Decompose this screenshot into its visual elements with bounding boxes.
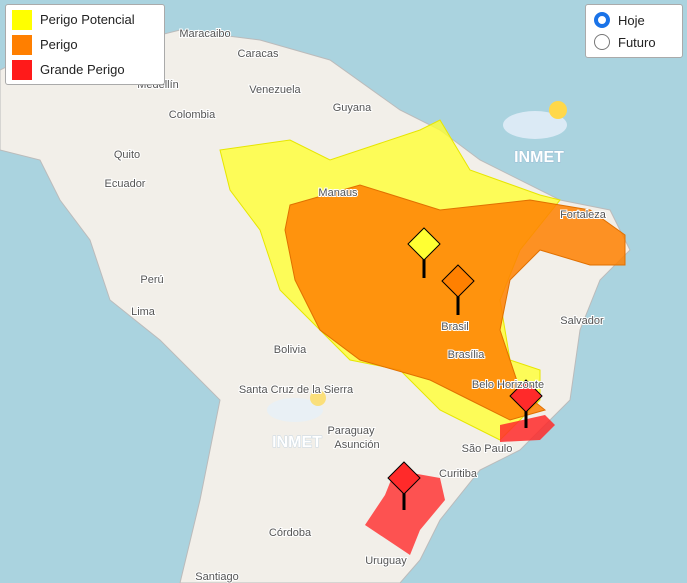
place-label: Santa Cruz de la Sierra [239, 384, 354, 396]
warning-icon [509, 379, 543, 428]
warning-danger [284, 184, 626, 421]
warning-icon [441, 264, 475, 315]
radio-label: Hoje [618, 12, 645, 28]
place-label: Colombia [169, 109, 216, 121]
place-label: Caracas [238, 48, 279, 60]
place-label: Salvador [560, 315, 604, 327]
place-label: Guyana [333, 102, 372, 114]
legend-item: Grande Perigo [6, 57, 164, 82]
legend: Perigo Potencial Perigo Grande Perigo [5, 4, 165, 85]
radio-option[interactable]: Futuro [586, 31, 682, 53]
radio-option[interactable]: Hoje [586, 9, 682, 31]
place-label: Ecuador [105, 178, 146, 190]
logo-text: INMET [514, 149, 564, 166]
place-label: Curitiba [439, 468, 478, 480]
radio-label: Futuro [618, 34, 656, 50]
warning-severe [500, 415, 555, 442]
place-label: Venezuela [249, 84, 301, 96]
place-label: Belo Horizonte [472, 379, 544, 391]
place-label: São Paulo [462, 443, 513, 455]
place-label: Córdoba [269, 527, 312, 539]
warning-icon [407, 227, 441, 278]
place-label: Manaus [318, 187, 358, 199]
place-label: Quito [114, 149, 140, 161]
legend-item: Perigo Potencial [6, 7, 164, 32]
legend-label: Grande Perigo [40, 62, 125, 77]
place-label: Brasil [441, 321, 469, 333]
place-label: Uruguay [365, 555, 407, 567]
place-label: Maracaibo [179, 28, 230, 40]
place-label: Brasília [448, 349, 486, 361]
place-label: Fortaleza [560, 209, 607, 221]
place-label: Perú [140, 274, 163, 286]
logo: INMET INMET [267, 101, 567, 452]
warning-icon [387, 461, 421, 510]
logo-text: INMET [272, 434, 322, 451]
legend-label: Perigo [40, 37, 78, 52]
place-label: Paraguay [327, 425, 375, 437]
place-label: Bolivia [274, 344, 307, 356]
warning-severe [365, 470, 445, 555]
place-label: Lima [131, 306, 156, 318]
place-label: Asunción [334, 439, 379, 451]
legend-label: Perigo Potencial [40, 12, 135, 27]
place-label: Santiago [195, 571, 238, 583]
legend-item: Perigo [6, 32, 164, 57]
period-selector: Hoje Futuro [585, 4, 683, 58]
